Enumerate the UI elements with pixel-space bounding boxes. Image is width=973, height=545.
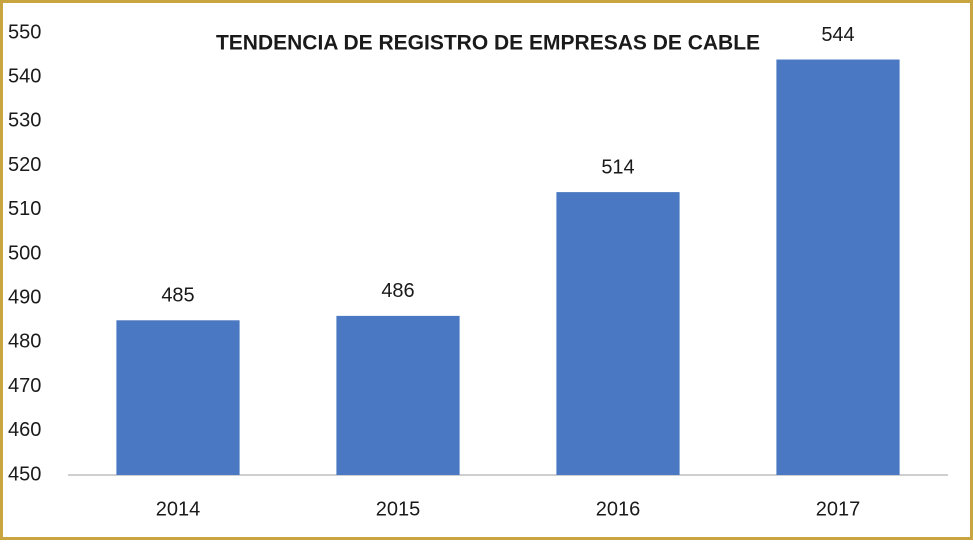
chart-title: TENDENCIA DE REGISTRO DE EMPRESAS DE CAB…: [216, 32, 760, 55]
y-tick-label: 450: [8, 463, 41, 485]
bar: [116, 320, 240, 475]
y-tick-label: 540: [8, 65, 41, 87]
data-label: 486: [381, 280, 414, 302]
data-label: 544: [821, 24, 854, 46]
x-tick-label: 2014: [156, 498, 201, 520]
data-label: 485: [161, 285, 194, 307]
y-tick-label: 490: [8, 286, 41, 308]
bar: [556, 192, 680, 475]
x-tick-label: 2016: [596, 498, 641, 520]
y-tick-label: 550: [8, 21, 41, 43]
y-tick-label: 530: [8, 110, 41, 132]
y-tick-label: 480: [8, 331, 41, 353]
y-tick-label: 470: [8, 375, 41, 397]
y-tick-label: 500: [8, 242, 41, 264]
y-tick-label: 460: [8, 419, 41, 441]
y-tick-label: 510: [8, 198, 41, 220]
bar: [776, 59, 900, 476]
x-tick-label: 2017: [816, 498, 861, 520]
data-label: 514: [601, 156, 634, 178]
y-tick-label: 520: [8, 154, 41, 176]
x-tick-label: 2015: [376, 498, 421, 520]
bar: [336, 315, 460, 475]
